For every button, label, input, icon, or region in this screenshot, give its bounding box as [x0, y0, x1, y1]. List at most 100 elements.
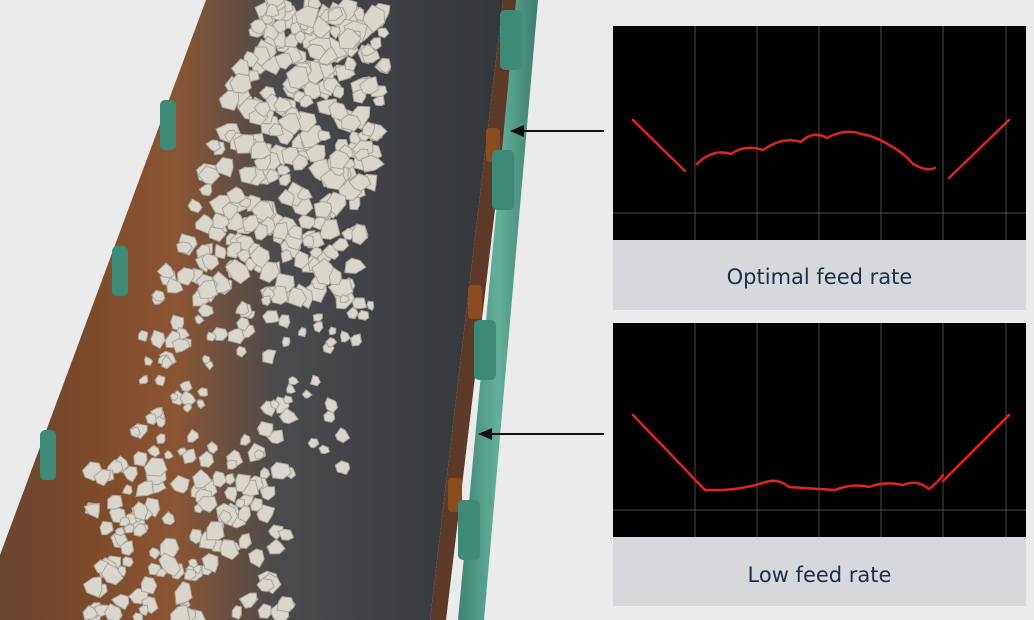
rock — [256, 577, 275, 593]
frame-rail — [458, 0, 538, 620]
arrow-to-optimal — [510, 125, 604, 137]
rock — [174, 581, 193, 606]
rock — [294, 5, 320, 29]
rock — [298, 214, 316, 230]
rock — [271, 19, 287, 35]
rock — [307, 437, 320, 449]
rock — [161, 355, 174, 370]
profile-segment — [631, 413, 707, 492]
rock — [133, 451, 148, 467]
profile-segment — [947, 118, 1011, 180]
profile-line — [631, 118, 1011, 180]
rock — [129, 426, 141, 439]
profile-scan-display — [613, 26, 1026, 240]
rock — [253, 222, 268, 241]
rock — [119, 516, 131, 527]
rock — [196, 399, 206, 410]
rock — [250, 18, 268, 35]
rock — [344, 257, 367, 275]
rock — [372, 95, 385, 107]
rock — [312, 321, 324, 333]
rock — [353, 6, 365, 22]
rock — [187, 198, 203, 214]
rock — [206, 331, 217, 342]
rock — [324, 397, 339, 414]
rock — [334, 460, 351, 475]
rock — [219, 539, 240, 561]
rock — [212, 470, 228, 488]
rock — [189, 528, 204, 545]
rock — [201, 552, 219, 574]
rock — [351, 223, 368, 246]
rock — [248, 548, 265, 568]
rock — [278, 314, 291, 329]
rock — [239, 433, 251, 446]
rock — [253, 449, 265, 460]
rock — [236, 345, 247, 358]
rock — [360, 44, 377, 57]
rock — [261, 310, 281, 324]
rock — [261, 295, 271, 307]
rock — [369, 36, 382, 51]
rock — [236, 316, 250, 332]
rock — [297, 187, 313, 201]
rock — [212, 212, 231, 230]
rock — [259, 260, 281, 284]
rock — [148, 547, 162, 560]
rock — [288, 376, 300, 386]
rock — [334, 427, 351, 444]
rock — [302, 234, 315, 248]
profile-segment — [941, 413, 1011, 483]
rock — [297, 327, 307, 338]
rock — [253, 101, 271, 118]
rock — [332, 84, 345, 99]
profile-segment — [631, 118, 687, 173]
rock — [291, 153, 309, 171]
rock — [256, 504, 276, 524]
rock — [186, 428, 200, 443]
rock — [194, 314, 205, 325]
rock — [309, 246, 323, 259]
rock — [280, 249, 293, 264]
rock — [348, 173, 372, 192]
rock — [286, 382, 297, 394]
rock — [82, 576, 103, 599]
profile-graph-optimal — [613, 26, 1026, 240]
rock — [100, 562, 124, 586]
rock — [287, 286, 308, 308]
rock — [137, 329, 149, 343]
rock — [270, 461, 292, 480]
rock — [224, 258, 251, 285]
rock — [276, 596, 296, 613]
rock — [331, 237, 350, 252]
rock — [362, 121, 376, 137]
rock — [121, 483, 133, 495]
rock — [177, 447, 188, 456]
rock — [201, 354, 211, 364]
rock — [206, 441, 219, 455]
rock — [265, 3, 280, 18]
ore-rocks — [81, 0, 392, 620]
rock — [344, 55, 357, 72]
rock — [138, 604, 149, 617]
rock — [282, 395, 294, 405]
rock — [229, 73, 252, 94]
rock — [166, 277, 184, 294]
rock — [231, 605, 243, 620]
profile-graph-low — [613, 323, 1026, 537]
rock — [238, 592, 258, 609]
rock — [328, 267, 342, 286]
rock — [233, 133, 255, 154]
rock — [250, 141, 272, 160]
rock — [366, 300, 375, 312]
rock — [182, 402, 193, 413]
rock — [341, 227, 355, 241]
rock — [266, 538, 286, 555]
rock — [159, 537, 180, 558]
rock — [278, 407, 299, 425]
rock — [257, 421, 274, 438]
rock — [155, 568, 168, 578]
optimal-feed-panel: Optimal feed rate — [613, 26, 1026, 310]
rock — [205, 139, 222, 153]
